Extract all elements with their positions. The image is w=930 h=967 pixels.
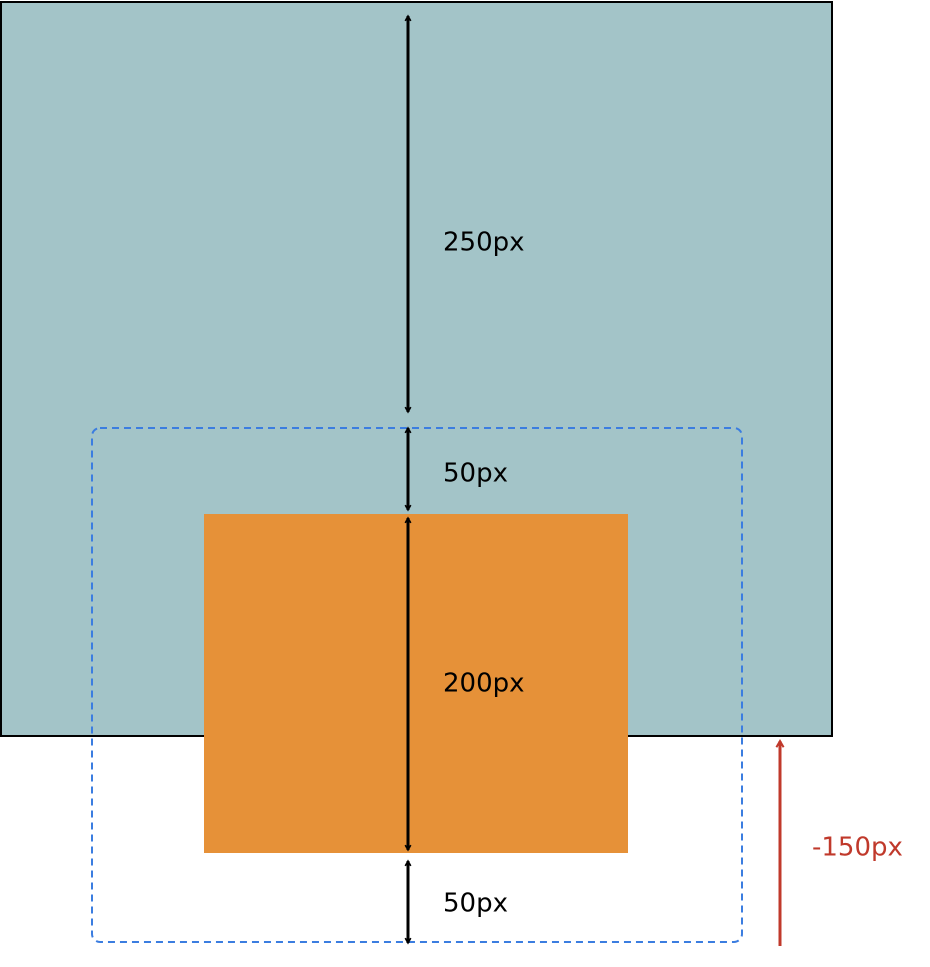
measure-label: 250px — [443, 228, 525, 258]
measure-label: 200px — [443, 669, 525, 699]
offset-label: -150px — [812, 833, 903, 863]
measure-label: 50px — [443, 889, 508, 919]
element-box — [204, 514, 628, 853]
margin-box — [91, 427, 743, 943]
measure-label: 50px — [443, 459, 508, 489]
